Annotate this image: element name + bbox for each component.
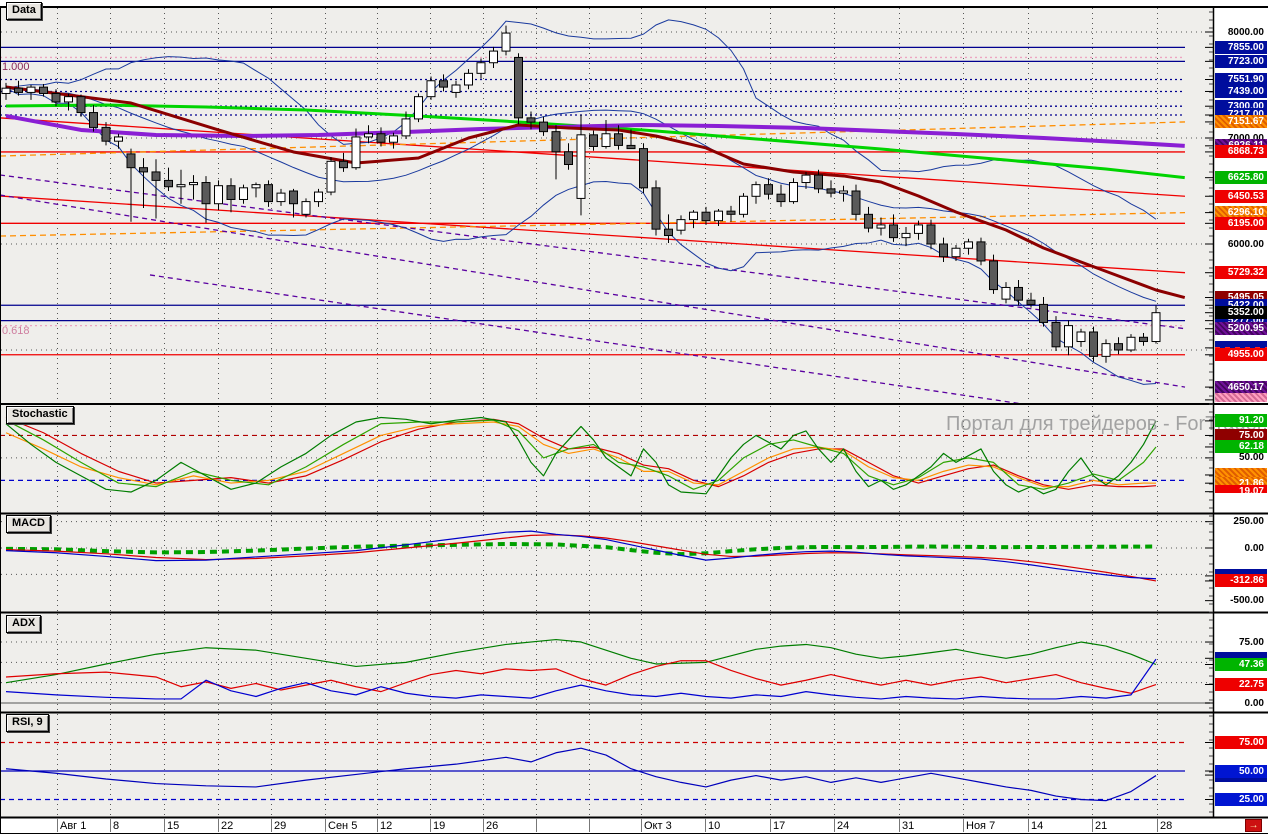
scale-label-6625.80: 6625.80 bbox=[1215, 171, 1267, 185]
date-label: 14 bbox=[1031, 820, 1044, 832]
date-label: 12 bbox=[380, 820, 393, 832]
main-panel[interactable] bbox=[0, 8, 1210, 428]
scale-label-250.00: 250.00 bbox=[1233, 516, 1264, 528]
rsi-panel[interactable] bbox=[0, 714, 1185, 817]
scale-label-5352.00: 5352.00 bbox=[1215, 306, 1267, 320]
series-line bbox=[5, 658, 1157, 700]
fib-label-1.000: 1.000 bbox=[2, 61, 30, 73]
scale-label-75.00: 75.00 bbox=[1215, 736, 1267, 749]
panel-title-data[interactable]: Data bbox=[6, 2, 42, 20]
scale-label-50.00: 50.00 bbox=[1215, 764, 1267, 778]
scale-label-5200.95: 5200.95 bbox=[1215, 322, 1267, 336]
date-label: 17 bbox=[773, 820, 786, 832]
jump-to-end-button[interactable]: → bbox=[1245, 819, 1262, 832]
scale-label-0.00: 0.00 bbox=[1244, 542, 1264, 554]
scale-label-7151.67: 7151.67 bbox=[1215, 115, 1267, 129]
arrow-right-icon: → bbox=[1248, 820, 1259, 831]
ma-line bbox=[5, 113, 1185, 148]
scale-label-7000.00: 7000.00 bbox=[1227, 132, 1264, 144]
macd-panel[interactable] bbox=[1, 515, 1210, 611]
date-label: Сен 5 bbox=[328, 820, 358, 832]
trendline bbox=[149, 274, 1021, 403]
scale-label-50.00: 50.00 bbox=[1238, 452, 1264, 464]
adx-panel[interactable] bbox=[0, 614, 1210, 711]
trendline bbox=[1, 174, 1186, 330]
scale-label-75.00: 75.00 bbox=[1215, 428, 1267, 442]
series-line bbox=[5, 541, 1157, 557]
date-label: 22 bbox=[221, 820, 234, 832]
scale-label-19.07: 19.07 bbox=[1215, 485, 1267, 494]
series-line bbox=[5, 638, 1157, 684]
date-label: 29 bbox=[274, 820, 287, 832]
grid-layer bbox=[57, 8, 1158, 403]
scale-label-6195.00: 6195.00 bbox=[1215, 216, 1267, 230]
date-label: Ноя 7 bbox=[966, 820, 996, 832]
series-line bbox=[5, 660, 1157, 694]
grid-layer bbox=[57, 515, 1158, 611]
scale-label--312.86: -312.86 bbox=[1215, 574, 1267, 588]
scale-label-47.36: 47.36 bbox=[1215, 657, 1267, 671]
scale-label-6000.00: 6000.00 bbox=[1227, 238, 1264, 250]
scale-label-62.18: 62.18 bbox=[1215, 440, 1267, 454]
date-label: 19 bbox=[433, 820, 446, 832]
scale-label-4650.17: 4650.17 bbox=[1215, 380, 1267, 394]
date-label: Авг 1 bbox=[60, 820, 87, 832]
series-line bbox=[5, 747, 1157, 802]
date-label: 26 bbox=[486, 820, 499, 832]
scale-label-5729.32: 5729.32 bbox=[1215, 266, 1267, 280]
series-line bbox=[5, 530, 1157, 580]
panel-title-rsi[interactable]: RSI, 9 bbox=[6, 714, 49, 732]
trendline bbox=[1, 117, 1186, 197]
scale-label--500.00: -500.00 bbox=[1230, 595, 1264, 607]
scale-label-6450.53: 6450.53 bbox=[1215, 189, 1267, 203]
date-label: Окт 3 bbox=[644, 820, 672, 832]
scale-label-25.00: 25.00 bbox=[1215, 793, 1267, 806]
series-line bbox=[5, 416, 1157, 495]
scale-label-22.75: 22.75 bbox=[1215, 678, 1267, 691]
panel-title-adx[interactable]: ADX bbox=[6, 615, 42, 633]
scale-label-6868.73: 6868.73 bbox=[1215, 145, 1267, 159]
scale-label-8000.00: 8000.00 bbox=[1227, 26, 1264, 38]
bollinger-upper bbox=[5, 19, 1157, 220]
scale-label-6296.10: 6296.10 bbox=[1215, 206, 1267, 220]
trendline bbox=[1, 211, 1186, 237]
scale-label-7551.90: 7551.90 bbox=[1215, 72, 1267, 86]
date-label: 8 bbox=[113, 820, 120, 832]
scale-label-91.20: 91.20 bbox=[1215, 414, 1267, 428]
candles bbox=[1, 25, 1161, 363]
watermark: Портал для трейдеров - ForTrader.ru bbox=[946, 413, 1268, 435]
date-label: 24 bbox=[837, 820, 850, 832]
date-label: 10 bbox=[708, 820, 721, 832]
date-label: 31 bbox=[902, 820, 915, 832]
scale-label-7439.00: 7439.00 bbox=[1215, 84, 1267, 98]
scale-label-75.00: 75.00 bbox=[1238, 636, 1264, 648]
panel-title-stochastic[interactable]: Stochastic bbox=[6, 406, 74, 424]
scale-label-7855.00: 7855.00 bbox=[1215, 40, 1267, 54]
trendline bbox=[1, 195, 1186, 274]
date-label: 15 bbox=[167, 820, 180, 832]
stochastic-panel[interactable] bbox=[0, 406, 1210, 512]
scale-label-4955.00: 4955.00 bbox=[1215, 348, 1267, 362]
trendline bbox=[1, 194, 1186, 388]
scale-label-0.00: 0.00 bbox=[1244, 697, 1264, 709]
scale-label-obscured bbox=[1215, 393, 1267, 403]
series-line bbox=[5, 534, 1157, 582]
date-label: 21 bbox=[1095, 820, 1108, 832]
fib-label-0.618: 0.618 bbox=[2, 325, 30, 337]
panel-title-macd[interactable]: MACD bbox=[6, 515, 51, 533]
scale-label-7723.00: 7723.00 bbox=[1215, 54, 1267, 68]
date-label: 28 bbox=[1160, 820, 1173, 832]
